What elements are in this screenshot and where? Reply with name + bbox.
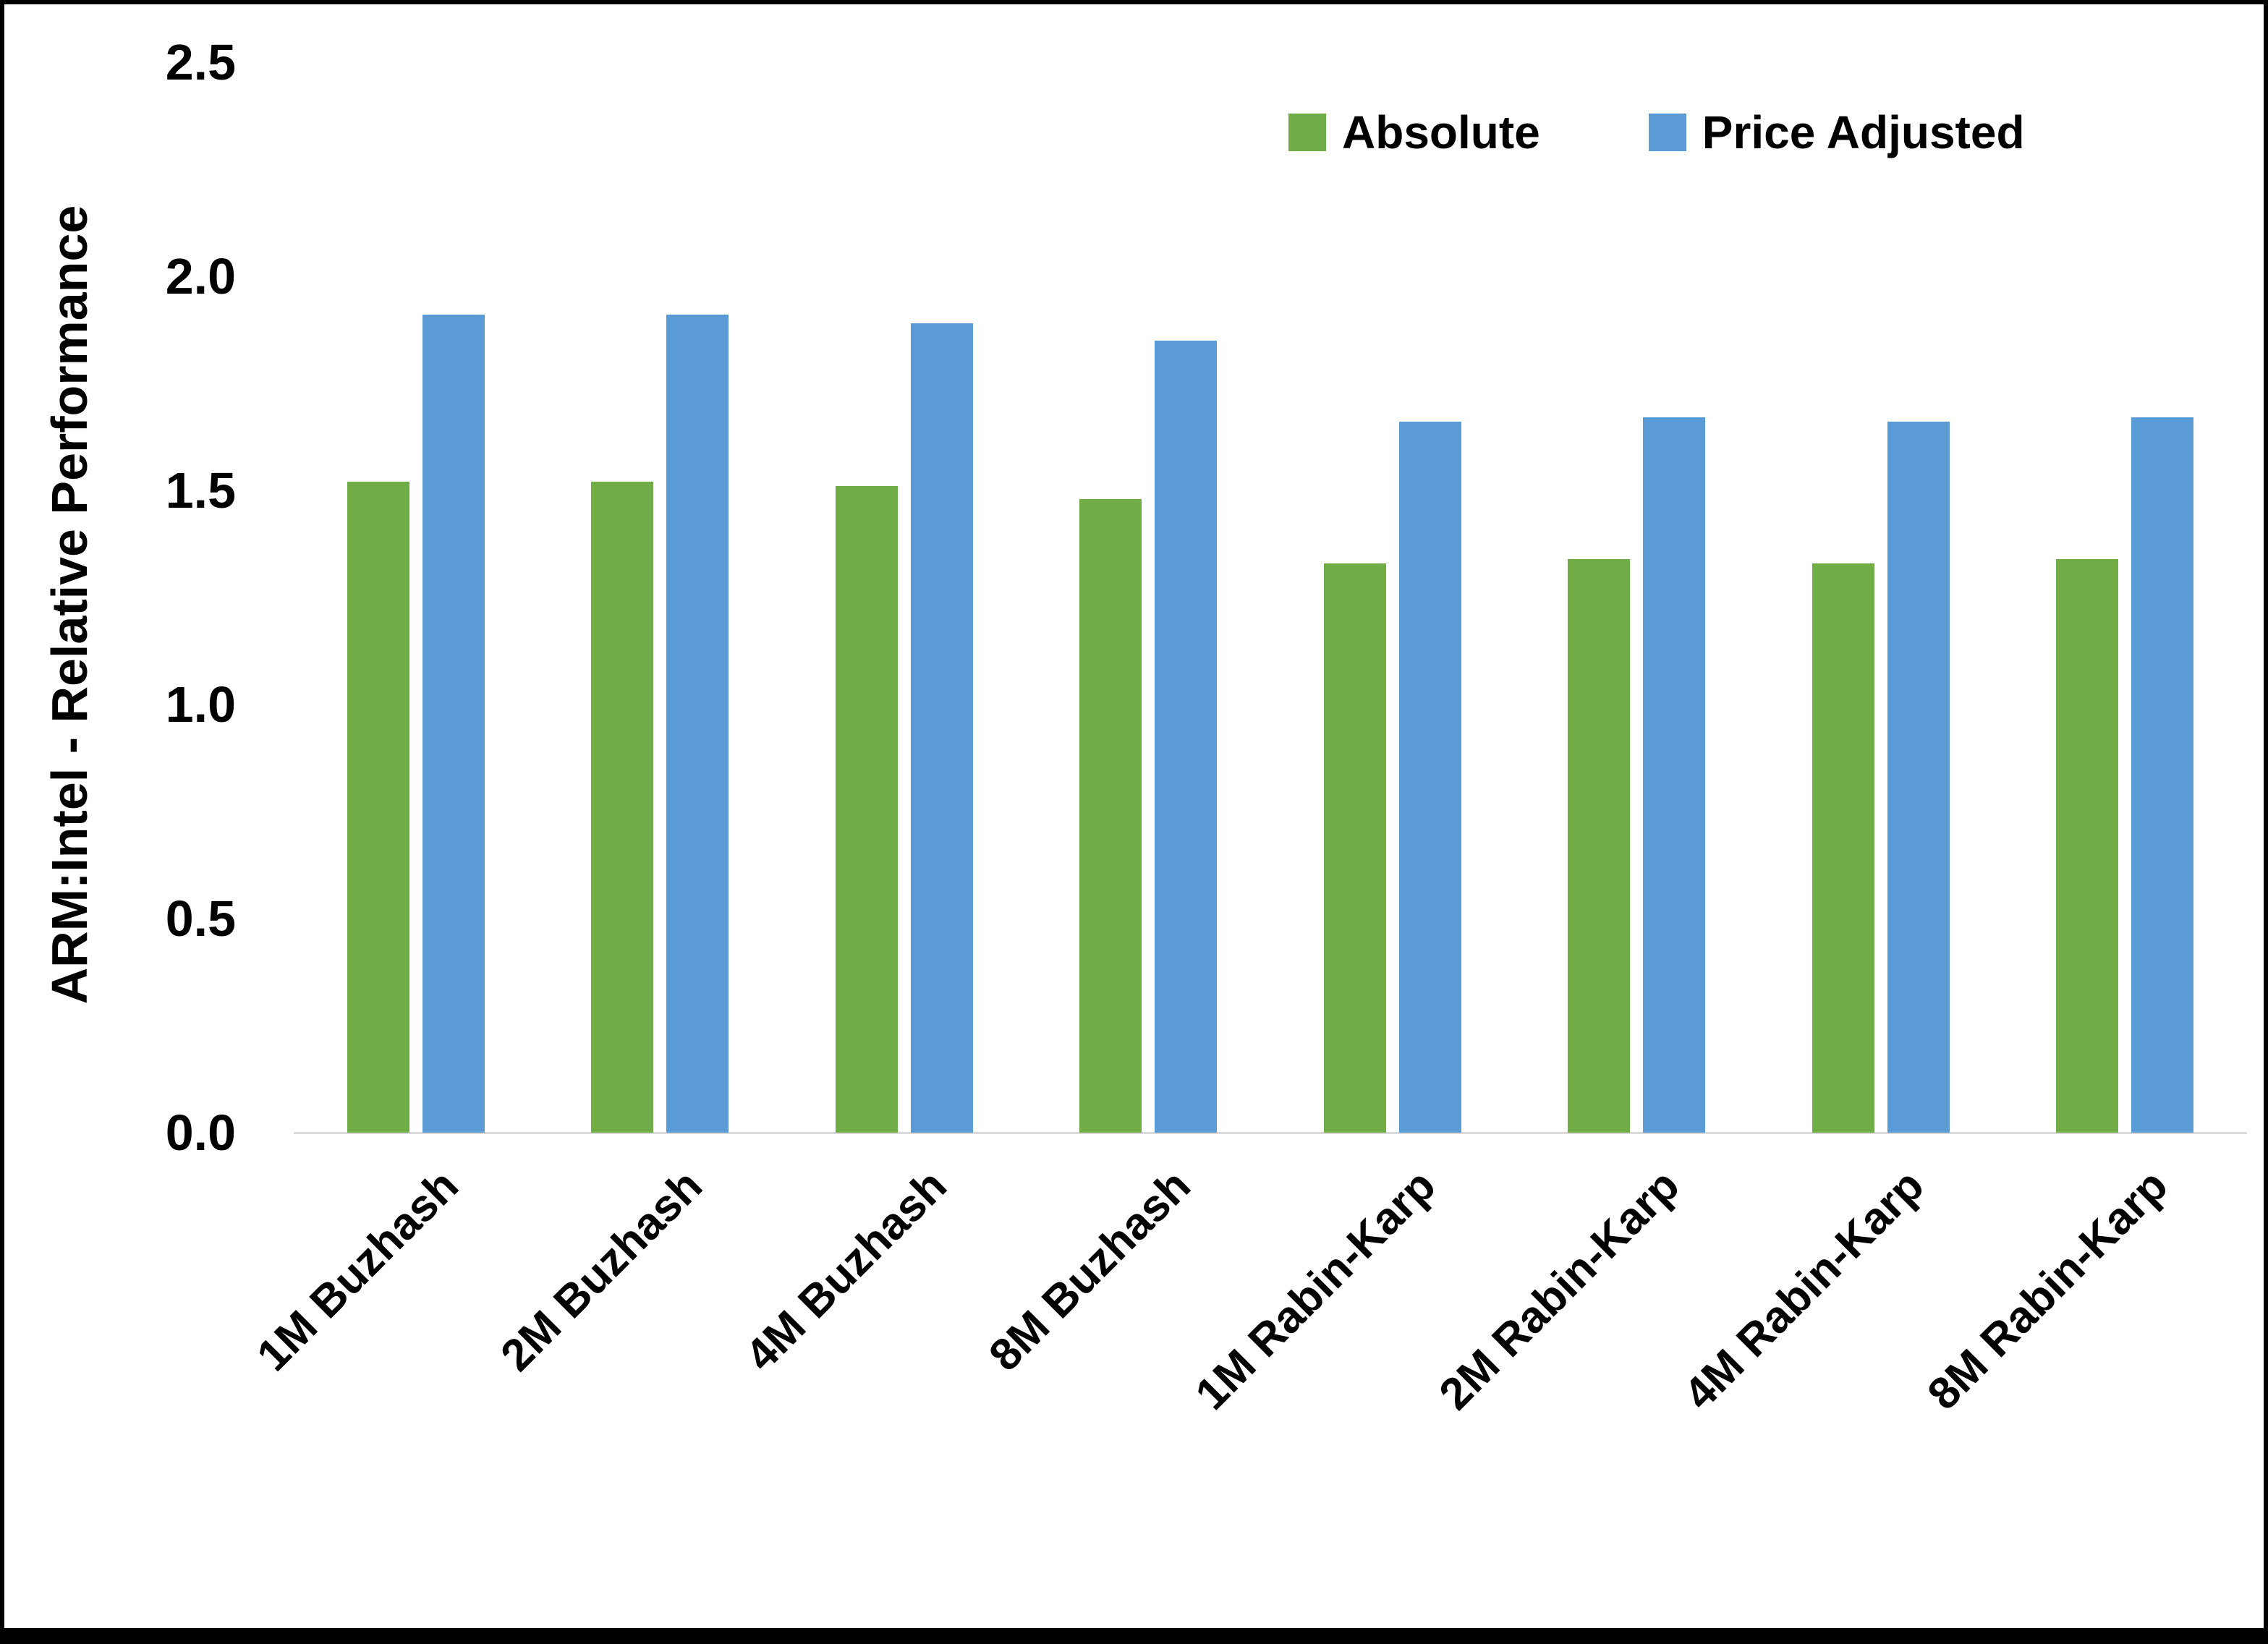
chart-legend: Absolute Price Adjusted [1288, 106, 2025, 159]
legend-swatch-icon [1648, 114, 1686, 151]
legend-item-absolute: Absolute [1288, 106, 1540, 159]
bar-price-adjusted [911, 323, 973, 1133]
y-tick-label: 2.5 [165, 34, 236, 90]
bar-absolute [1812, 563, 1874, 1133]
y-tick-label: 0.0 [165, 1104, 236, 1161]
bar-price-adjusted [666, 315, 729, 1133]
x-category-label: 2M Rabin-Karp [1430, 1160, 1689, 1420]
y-axis-tick-labels: 0.0 0.5 1.0 1.5 2.0 2.5 [4, 37, 265, 1158]
x-axis-line [294, 1132, 2247, 1134]
bar-price-adjusted [1643, 417, 1705, 1133]
x-category-label: 8M Rabin-Karp [1918, 1160, 2178, 1420]
bar-absolute [1568, 559, 1630, 1133]
bar-price-adjusted [2131, 417, 2193, 1133]
bar-price-adjusted [1887, 422, 1950, 1133]
legend-item-price-adjusted: Price Adjusted [1648, 106, 2025, 159]
bar-price-adjusted [1399, 422, 1461, 1133]
bottom-border-rule [4, 1628, 2264, 1640]
x-category-label: 8M Buzhash [980, 1160, 1201, 1381]
x-category-label: 1M Buzhash [247, 1160, 469, 1381]
x-category-label: 4M Buzhash [736, 1160, 957, 1381]
x-category-label: 4M Rabin-Karp [1674, 1160, 1934, 1420]
x-category-label: 1M Rabin-Karp [1186, 1160, 1445, 1420]
bar-price-adjusted [1155, 341, 1217, 1133]
legend-swatch-icon [1288, 114, 1326, 151]
bar-absolute [1324, 563, 1386, 1133]
y-tick-label: 2.0 [165, 248, 236, 304]
y-tick-label: 1.5 [165, 462, 236, 519]
bar-absolute [836, 486, 898, 1133]
bar-absolute [347, 482, 409, 1133]
y-tick-label: 1.0 [165, 676, 236, 733]
x-axis-category-labels: 1M Buzhash 2M Buzhash 4M Buzhash 8M Buzhash… [248, 1151, 2247, 1527]
bar-price-adjusted [422, 315, 485, 1133]
x-category-label: 2M Buzhash [491, 1160, 713, 1381]
legend-label: Absolute [1342, 106, 1540, 158]
bar-absolute [1079, 499, 1142, 1133]
y-tick-label: 0.5 [165, 890, 236, 947]
plot-area [294, 62, 2247, 1134]
bar-absolute [591, 482, 653, 1133]
bar-absolute [2056, 559, 2118, 1133]
legend-label: Price Adjusted [1702, 106, 2025, 158]
